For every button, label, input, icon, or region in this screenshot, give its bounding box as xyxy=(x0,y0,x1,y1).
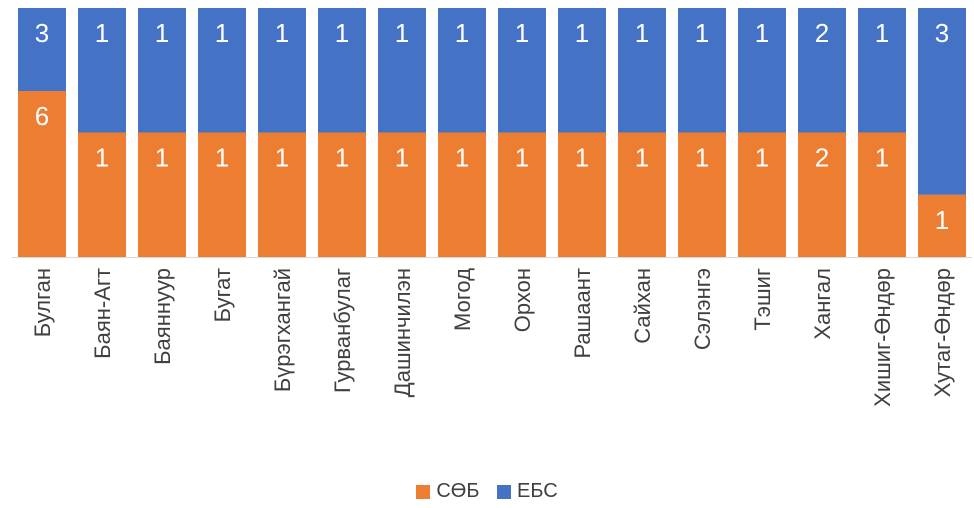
data-label-series-2: 1 xyxy=(875,18,889,48)
x-tick-label: Баяннуур xyxy=(150,268,175,365)
bar-segment-series-1 xyxy=(138,132,186,257)
data-label-series-1: 1 xyxy=(755,143,769,173)
data-label-series-2: 1 xyxy=(95,18,109,48)
x-tick-label: Бүрэгхангай xyxy=(270,268,295,392)
x-tick-label: Хангал xyxy=(810,268,835,340)
bar-segment-series-1 xyxy=(798,132,846,257)
x-tick-label: Рашаант xyxy=(570,268,595,359)
data-label-series-2: 1 xyxy=(335,18,349,48)
bar-segment-series-2 xyxy=(138,8,186,133)
bar-segment-series-2 xyxy=(738,8,786,133)
bar-segment-series-2 xyxy=(618,8,666,133)
x-tick-label: Хишиг-Өндөр xyxy=(870,268,895,407)
bar-segment-series-2 xyxy=(438,8,486,133)
legend-swatch-series-2 xyxy=(497,484,511,499)
data-label-series-1: 6 xyxy=(35,101,49,131)
bar-segment-series-1 xyxy=(618,132,666,257)
legend-label-series-2: ЕБС xyxy=(517,480,558,502)
x-tick-label: Могод xyxy=(450,268,475,331)
bar-segment-series-2 xyxy=(918,8,966,195)
bar-segment-series-2 xyxy=(18,8,66,91)
data-label-series-2: 3 xyxy=(35,18,49,48)
data-label-series-2: 3 xyxy=(935,18,949,48)
bar-segment-series-1 xyxy=(498,132,546,257)
bar-segment-series-2 xyxy=(198,8,246,133)
data-label-series-1: 1 xyxy=(155,143,169,173)
x-tick-label: Орхон xyxy=(510,268,535,332)
bar-segment-series-2 xyxy=(798,8,846,133)
x-tick-label: Бугат xyxy=(210,268,235,322)
x-tick-label: Баян-Агт xyxy=(90,268,115,359)
bar-segment-series-1 xyxy=(258,132,306,257)
bar-segment-series-1 xyxy=(198,132,246,257)
data-label-series-2: 1 xyxy=(755,18,769,48)
x-tick-label: Сэлэнгэ xyxy=(690,268,715,350)
bar-segment-series-1 xyxy=(78,132,126,257)
legend-label-series-1: СӨБ xyxy=(436,480,480,502)
x-tick-label: Тэшиг xyxy=(750,268,775,331)
data-label-series-1: 1 xyxy=(455,143,469,173)
data-label-series-2: 1 xyxy=(215,18,229,48)
data-label-series-1: 1 xyxy=(635,143,649,173)
bar-segment-series-2 xyxy=(258,8,306,133)
bar-segment-series-2 xyxy=(78,8,126,133)
data-label-series-2: 1 xyxy=(155,18,169,48)
bar-segment-series-1 xyxy=(918,194,966,257)
legend-swatch-series-1 xyxy=(416,484,431,499)
x-tick-label: Хутаг-Өндөр xyxy=(930,268,955,397)
bar-segment-series-1 xyxy=(558,132,606,257)
x-tick-label: Сайхан xyxy=(630,268,655,344)
bar-segment-series-1 xyxy=(678,132,726,257)
x-tick-label: Гурванбулаг xyxy=(330,268,355,393)
data-label-series-1: 1 xyxy=(515,143,529,173)
data-label-series-2: 1 xyxy=(455,18,469,48)
data-label-series-1: 1 xyxy=(875,143,889,173)
bar-segment-series-2 xyxy=(498,8,546,133)
bar-segment-series-1 xyxy=(858,132,906,257)
data-label-series-1: 1 xyxy=(935,205,949,235)
bar-segment-series-2 xyxy=(558,8,606,133)
bar-segment-series-1 xyxy=(318,132,366,257)
data-label-series-1: 1 xyxy=(335,143,349,173)
x-tick-label: Булган xyxy=(30,268,55,337)
bar-segment-series-1 xyxy=(378,132,426,257)
bar-segment-series-2 xyxy=(378,8,426,133)
data-label-series-1: 1 xyxy=(695,143,709,173)
bar-segment-series-1 xyxy=(738,132,786,257)
data-label-series-2: 1 xyxy=(635,18,649,48)
data-label-series-2: 1 xyxy=(515,18,529,48)
bar-segment-series-2 xyxy=(678,8,726,133)
legend: СӨБ ЕБС xyxy=(0,480,974,505)
data-label-series-2: 1 xyxy=(695,18,709,48)
data-label-series-1: 1 xyxy=(215,143,229,173)
x-tick-label: Дашинчилэн xyxy=(390,268,415,397)
data-label-series-2: 2 xyxy=(815,18,829,48)
data-label-series-1: 1 xyxy=(275,143,289,173)
bar-segment-series-1 xyxy=(18,91,66,257)
data-label-series-2: 1 xyxy=(275,18,289,48)
data-label-series-1: 1 xyxy=(95,143,109,173)
data-label-series-1: 1 xyxy=(395,143,409,173)
bar-segment-series-2 xyxy=(318,8,366,133)
data-label-series-2: 1 xyxy=(395,18,409,48)
data-label-series-1: 1 xyxy=(575,143,589,173)
bar-segment-series-1 xyxy=(438,132,486,257)
legend-item-series-1: СӨБ xyxy=(416,480,479,503)
data-label-series-2: 1 xyxy=(575,18,589,48)
data-label-series-1: 2 xyxy=(815,143,829,173)
bar-segment-series-2 xyxy=(858,8,906,133)
legend-item-series-2: ЕБС xyxy=(497,480,558,503)
